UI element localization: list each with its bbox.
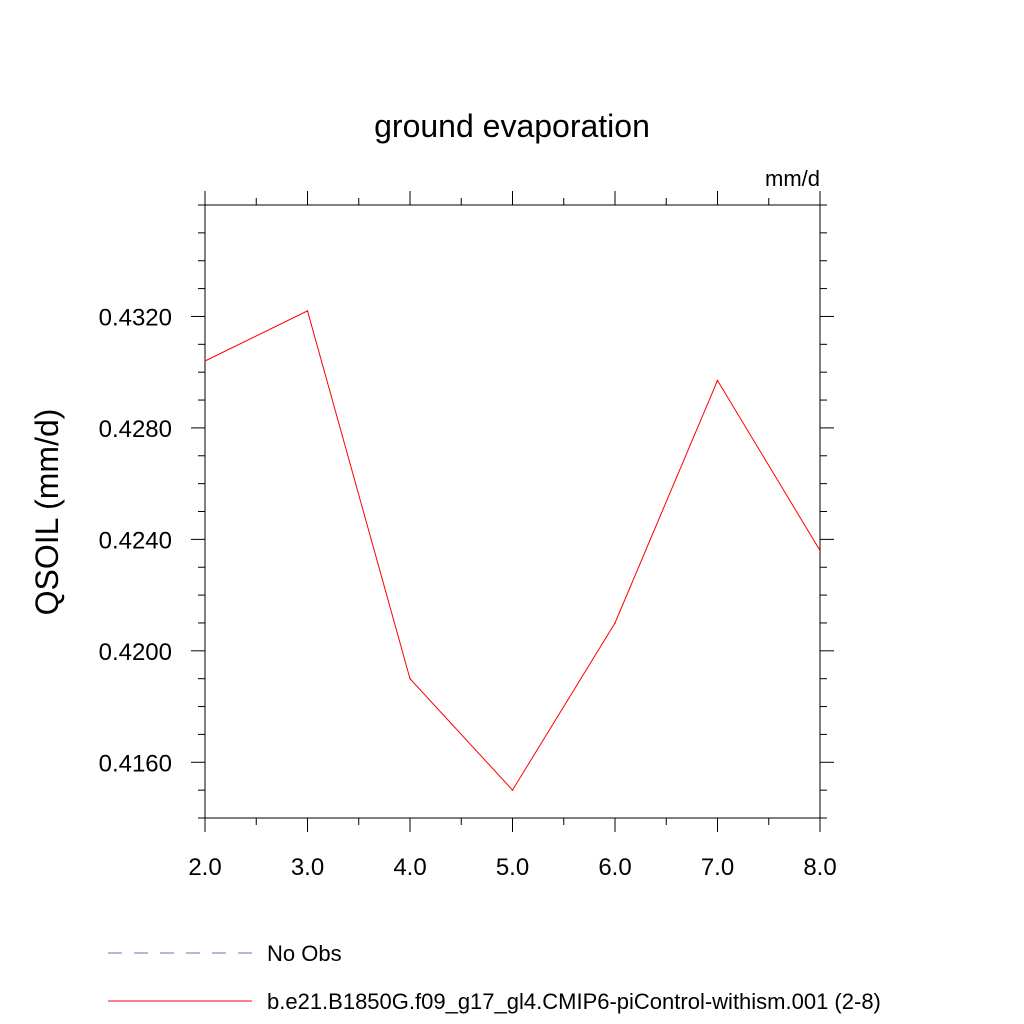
data-point: [306, 310, 309, 312]
y-tick-label: 0.4280: [99, 416, 172, 443]
data-point: [204, 360, 206, 362]
data-point: [511, 789, 514, 791]
legend-label-0: No Obs: [267, 941, 342, 966]
y-tick-label: 0.4200: [99, 639, 172, 666]
x-tick-label: 2.0: [188, 854, 221, 881]
data-point: [716, 379, 719, 382]
x-tick-label: 5.0: [496, 854, 529, 881]
x-tick-label: 6.0: [598, 854, 631, 881]
y-tick-label: 0.4320: [99, 304, 172, 331]
legend: No Obs b.e21.B1850G.f09_g17_gl4.CMIP6-piC…: [108, 941, 881, 1014]
x-tick-label: 7.0: [701, 854, 734, 881]
y-axis-label: QSOIL (mm/d): [29, 409, 65, 616]
units-label: mm/d: [765, 166, 820, 191]
series-line-1: [204, 310, 821, 791]
y-tick-label: 0.4160: [99, 750, 172, 777]
data-point: [819, 549, 821, 552]
chart-title: ground evaporation: [374, 108, 650, 144]
y-tick-label: 0.4240: [99, 527, 172, 554]
data-point: [614, 622, 616, 624]
data-point: [409, 677, 411, 680]
x-tick-label: 3.0: [291, 854, 324, 881]
series-lines: [204, 310, 821, 791]
x-tick-label: 4.0: [393, 854, 426, 881]
x-tick-labels: 2.0 3.0 4.0 5.0 6.0 7.0 8.0: [188, 854, 836, 881]
plot-frame: [204, 204, 821, 819]
legend-label-1: b.e21.B1850G.f09_g17_gl4.CMIP6-piControl…: [267, 989, 881, 1014]
x-tick-label: 8.0: [803, 854, 836, 881]
axis-ticks: [191, 191, 834, 832]
y-tick-labels: 0.4160 0.4200 0.4240 0.4280 0.4320: [99, 304, 172, 777]
